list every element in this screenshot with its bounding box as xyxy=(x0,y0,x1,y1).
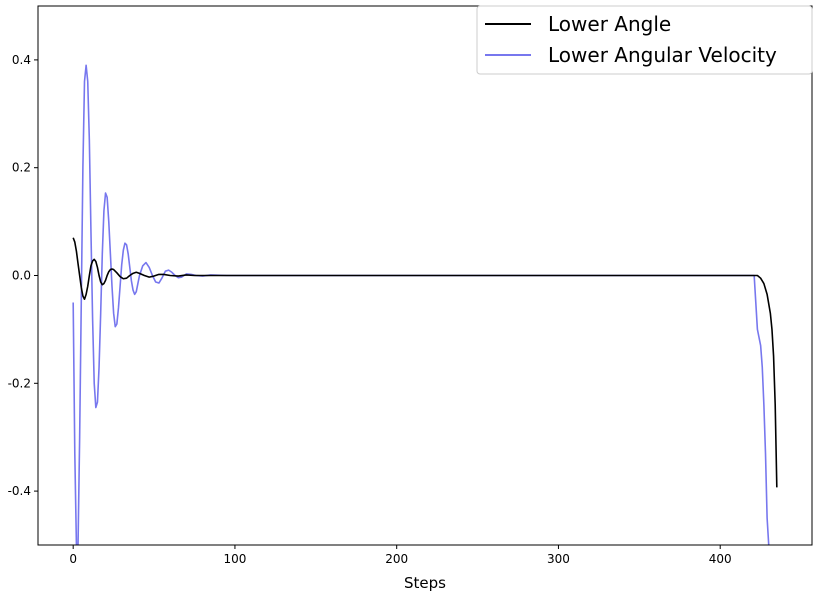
x-tick-label: 400 xyxy=(709,552,732,566)
x-tick-label: 0 xyxy=(69,552,77,566)
y-tick-label: 0.0 xyxy=(12,269,31,283)
legend-label: Lower Angle xyxy=(548,12,671,36)
x-tick-label: 200 xyxy=(385,552,408,566)
series-line-lower-angle xyxy=(72,237,778,488)
y-tick-label: -0.4 xyxy=(8,484,31,498)
x-tick-label: 100 xyxy=(223,552,246,566)
x-axis-title: Steps xyxy=(404,574,446,592)
legend-label: Lower Angular Velocity xyxy=(548,43,777,67)
y-tick-label: 0.4 xyxy=(12,53,31,67)
legend-box xyxy=(476,5,813,75)
legend: Lower Angle Lower Angular Velocity xyxy=(476,5,813,75)
y-tick-label: 0.2 xyxy=(12,161,31,175)
y-tick-label: -0.2 xyxy=(8,376,31,390)
x-tick-label: 300 xyxy=(547,552,570,566)
